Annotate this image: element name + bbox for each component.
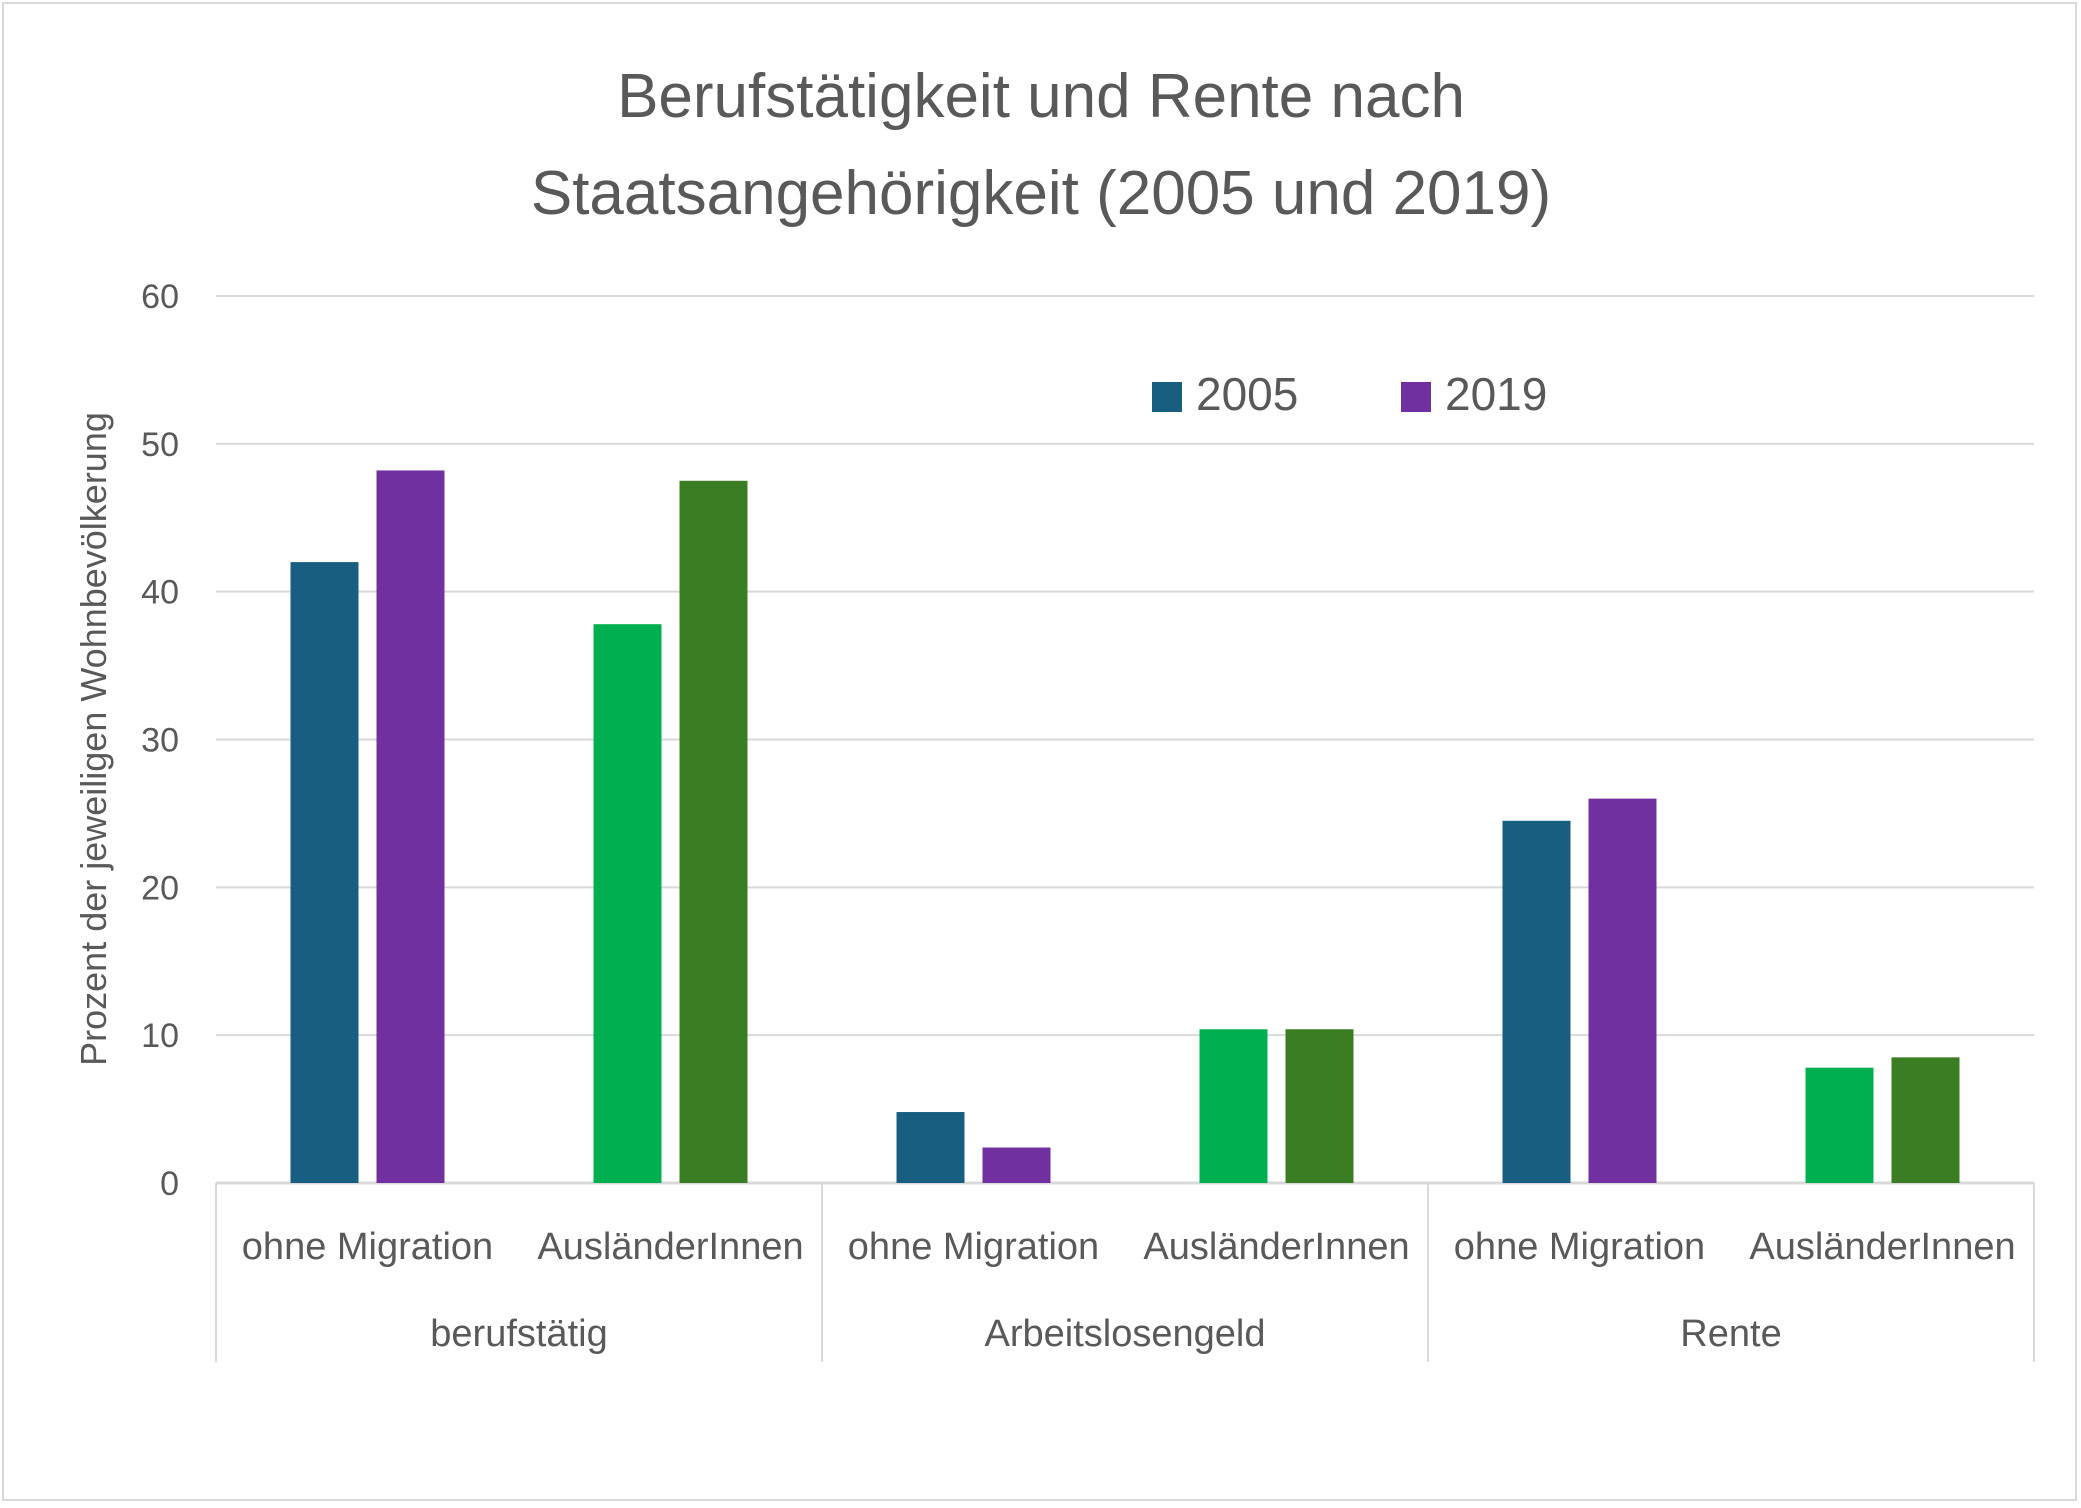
x-subcategory-label: AusländerInnen bbox=[1749, 1226, 2015, 1268]
legend-swatch-2005 bbox=[1152, 382, 1182, 412]
x-group-label: berufstätig bbox=[430, 1313, 607, 1355]
x-subcategory-label: AusländerInnen bbox=[537, 1226, 803, 1268]
bar-rente-ohne-migration-2005 bbox=[1502, 820, 1571, 1183]
bar-arbeitslosengeld-ausl-nderinnen-2005 bbox=[1199, 1029, 1268, 1183]
y-tick-label: 60 bbox=[141, 278, 179, 316]
y-axis-title: Prozent der jeweiligen Wohnbevölkerung bbox=[73, 412, 114, 1066]
x-subcategory-label: AusländerInnen bbox=[1143, 1226, 1409, 1268]
y-tick-label: 40 bbox=[141, 574, 179, 612]
chart-title: Berufstätigkeit und Rente nach Staatsang… bbox=[531, 62, 1551, 228]
bar-arbeitslosengeld-ohne-migration-2019 bbox=[982, 1147, 1051, 1183]
y-tick-label: 10 bbox=[141, 1017, 179, 1055]
bar-berufsttig-ohne-migration-2019 bbox=[376, 470, 445, 1183]
bar-rente-ohne-migration-2019 bbox=[1588, 798, 1657, 1183]
bar-berufsttig-ausl-nderinnen-2005 bbox=[593, 624, 662, 1183]
bar-rente-ausl-nderinnen-2005 bbox=[1805, 1067, 1874, 1183]
legend-label-2019: 2019 bbox=[1445, 368, 1547, 420]
x-subcategory-label: ohne Migration bbox=[1454, 1226, 1705, 1268]
y-axis-ticks: 0 10 20 30 40 50 60 bbox=[141, 278, 179, 1203]
y-tick-label: 30 bbox=[141, 722, 179, 760]
y-tick-label: 0 bbox=[160, 1165, 179, 1203]
x-group-label: Rente bbox=[1680, 1313, 1781, 1355]
bar-arbeitslosengeld-ohne-migration-2005 bbox=[896, 1112, 965, 1183]
bar-rente-ausl-nderinnen-2019 bbox=[1891, 1057, 1960, 1183]
bar-berufsttig-ausl-nderinnen-2019 bbox=[679, 480, 748, 1184]
y-tick-label: 50 bbox=[141, 426, 179, 464]
chart-title-line-1: Berufstätigkeit und Rente nach bbox=[617, 62, 1465, 131]
bar-berufsttig-ohne-migration-2005 bbox=[290, 562, 359, 1183]
y-tick-label: 20 bbox=[141, 869, 179, 907]
x-group-label: Arbeitslosengeld bbox=[985, 1313, 1266, 1355]
chart-title-line-2: Staatsangehörigkeit (2005 und 2019) bbox=[531, 159, 1551, 228]
legend: 2005 2019 bbox=[1152, 368, 1547, 420]
bar-arbeitslosengeld-ausl-nderinnen-2019 bbox=[1285, 1029, 1354, 1183]
legend-swatch-2019 bbox=[1401, 382, 1431, 412]
legend-label-2005: 2005 bbox=[1196, 368, 1298, 420]
x-subcategory-label: ohne Migration bbox=[848, 1226, 1099, 1268]
bar-chart: Berufstätigkeit und Rente nach Staatsang… bbox=[73, 62, 2035, 1362]
x-subcategory-label: ohne Migration bbox=[242, 1226, 493, 1268]
bars bbox=[290, 470, 1960, 1184]
gridlines bbox=[216, 295, 2034, 1185]
x-axis: ohne Migration AusländerInnen berufstätig o… bbox=[215, 1183, 2035, 1362]
